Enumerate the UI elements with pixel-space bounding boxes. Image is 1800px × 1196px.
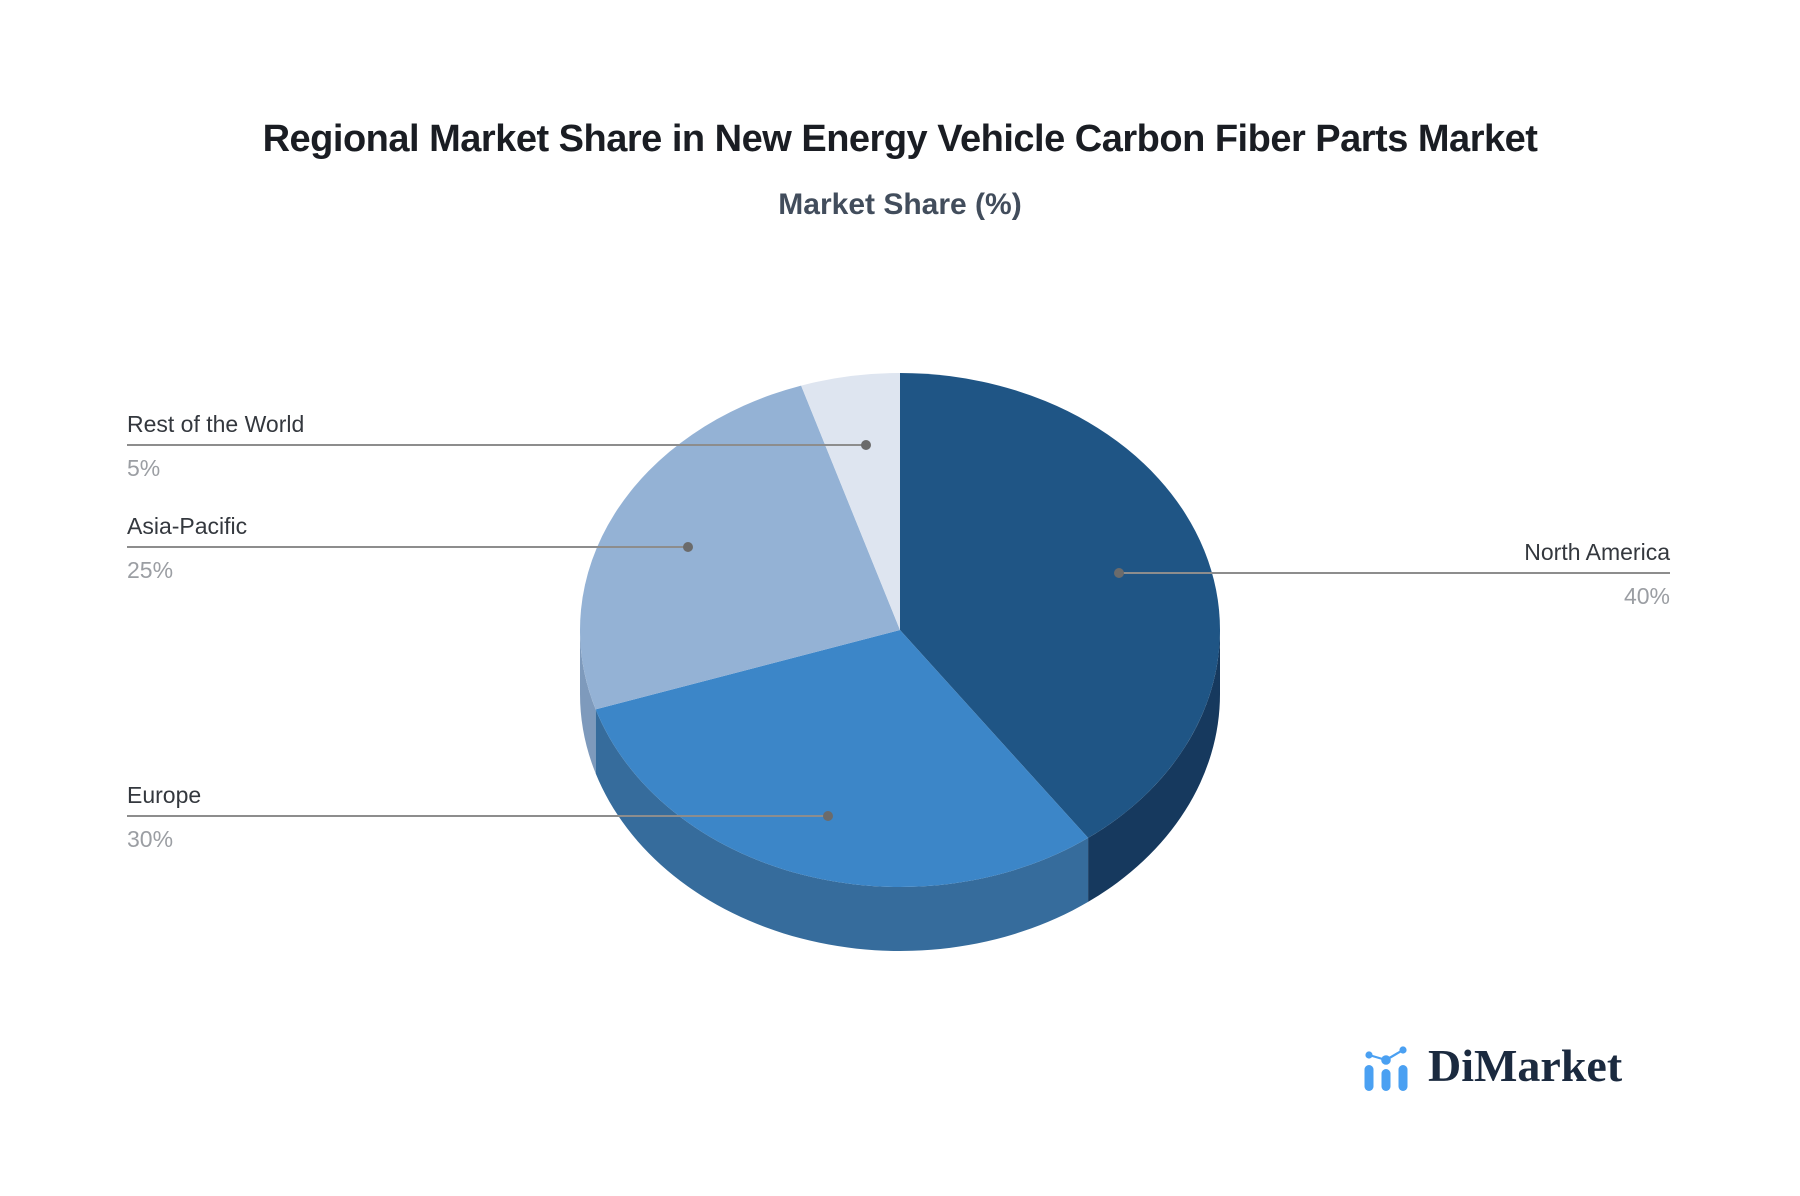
pie-slice-rest-of-the-world bbox=[801, 373, 900, 630]
pie-slice-north-america bbox=[900, 373, 1221, 838]
leader-dot bbox=[1114, 568, 1124, 578]
pie-slice-side bbox=[1088, 630, 1220, 902]
dimarket-logo: DiMarket bbox=[1362, 1038, 1692, 1098]
slice-value-north-america: 40% bbox=[1623, 583, 1670, 609]
slice-value-europe: 30% bbox=[127, 826, 174, 852]
pie-slice-europe bbox=[595, 630, 1089, 887]
dimarket-logo-text: DiMarket bbox=[1428, 1040, 1623, 1091]
slice-label-asia-pacific: Asia-Pacific bbox=[127, 513, 248, 539]
dimarket-logo-icon bbox=[1364, 1046, 1408, 1091]
pie-slice-asia-pacific bbox=[580, 385, 900, 710]
chart-title: Regional Market Share in New Energy Vehi… bbox=[262, 118, 1538, 160]
leader-dot bbox=[861, 440, 871, 450]
chart-subtitle: Market Share (%) bbox=[778, 188, 1022, 221]
leader-dot bbox=[683, 542, 693, 552]
slice-label-europe: Europe bbox=[127, 782, 202, 808]
slice-value-rest-of-world: 5% bbox=[127, 455, 161, 481]
slice-label-north-america: North America bbox=[1524, 539, 1670, 565]
slice-label-rest-of-world: Rest of the World bbox=[127, 411, 305, 437]
pie-slice-side bbox=[595, 709, 1089, 951]
pie-slice-side bbox=[580, 630, 596, 774]
slice-value-asia-pacific: 25% bbox=[127, 557, 174, 583]
leader-dot bbox=[823, 811, 833, 821]
